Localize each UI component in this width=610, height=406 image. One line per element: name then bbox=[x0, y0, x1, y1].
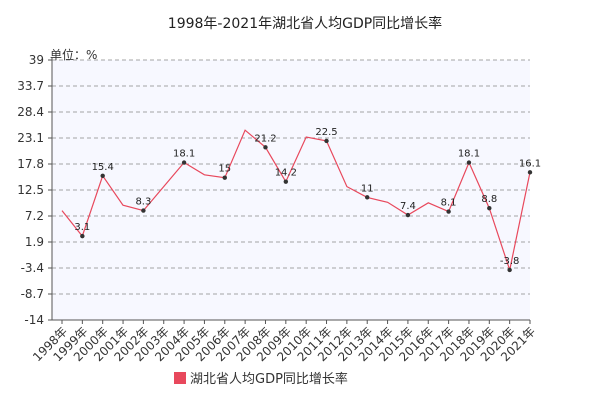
data-label: 14.2 bbox=[275, 168, 297, 179]
y-tick-label: 33.7 bbox=[17, 79, 44, 93]
data-label: 11 bbox=[361, 183, 374, 194]
data-point-marker bbox=[80, 233, 85, 239]
data-label: 16.1 bbox=[519, 158, 541, 169]
chart-title: 1998年-2021年湖北省人均GDP同比增长率 bbox=[168, 15, 442, 32]
y-axis-ticks: -14 -8.7 -3.4 1.9 7.2 12.5 17.8 23.1 28.4 33.7 39 bbox=[17, 53, 52, 327]
data-label: 3.1 bbox=[74, 222, 90, 233]
data-point-marker bbox=[181, 160, 187, 165]
data-label: 15.4 bbox=[92, 162, 114, 173]
data-point-marker bbox=[466, 160, 472, 165]
data-point-marker bbox=[141, 208, 146, 213]
legend-swatch bbox=[174, 372, 186, 384]
data-point-marker bbox=[446, 209, 451, 214]
data-point-marker bbox=[507, 267, 512, 273]
data-labels: 3.1 15.4 8.3 18.1 15 21.2 14.2 22.5 11 7.4 8.1 18.1… bbox=[74, 127, 541, 273]
legend-label: 湖北省人均GDP同比增长率 bbox=[190, 371, 348, 387]
data-point-marker bbox=[405, 212, 411, 218]
y-tick-label: 17.8 bbox=[17, 157, 44, 171]
gridlines bbox=[52, 59, 530, 295]
data-point-marker bbox=[283, 179, 289, 184]
series-line bbox=[61, 129, 531, 273]
data-label: 22.5 bbox=[315, 127, 337, 138]
data-label: 18.1 bbox=[173, 149, 195, 160]
data-point-marker bbox=[527, 170, 533, 175]
series-group bbox=[61, 129, 531, 273]
data-point-marker bbox=[365, 195, 370, 200]
y-tick-label: 1.9 bbox=[25, 235, 44, 249]
y-tick-label: -14 bbox=[24, 313, 44, 327]
y-tick-label: -3.4 bbox=[21, 261, 44, 275]
data-point-marker bbox=[263, 145, 268, 150]
data-label: 7.4 bbox=[400, 201, 416, 212]
y-tick-label: 23.1 bbox=[17, 131, 44, 145]
y-tick-label: -8.7 bbox=[21, 287, 44, 301]
axes bbox=[51, 58, 530, 321]
unit-label: 单位：% bbox=[50, 47, 97, 62]
y-tick-label: 28.4 bbox=[17, 105, 44, 119]
data-label: 15 bbox=[218, 164, 231, 175]
data-label: 18.1 bbox=[458, 149, 480, 160]
data-label: 8.8 bbox=[481, 194, 497, 205]
data-point-marker bbox=[324, 138, 329, 144]
data-point-marker bbox=[222, 175, 227, 180]
y-tick-label: 12.5 bbox=[17, 183, 44, 197]
legend[interactable]: 湖北省人均GDP同比增长率 bbox=[174, 371, 348, 387]
data-label: -3.8 bbox=[500, 256, 520, 267]
y-tick-label: 39 bbox=[29, 53, 44, 67]
data-point-marker bbox=[487, 205, 492, 211]
data-label: 8.1 bbox=[441, 198, 457, 209]
data-point-marker bbox=[100, 173, 105, 178]
data-label: 21.2 bbox=[254, 133, 276, 144]
data-label: 8.3 bbox=[135, 197, 151, 208]
x-axis-ticks: 1998年1999年2000年2001年2002年2003年2004年2005年… bbox=[30, 320, 538, 364]
y-tick-label: 7.2 bbox=[25, 209, 44, 223]
